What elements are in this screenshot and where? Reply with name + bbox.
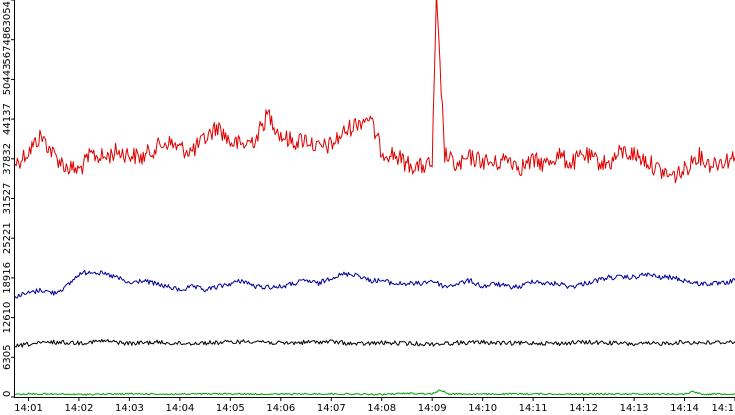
series-line-1 — [14, 0, 735, 184]
y-tick-label: 0 — [2, 391, 13, 397]
x-tick-label: 14:08 — [367, 403, 396, 414]
x-tick-label: 14:12 — [569, 403, 598, 414]
y-tick-label: 5674863054 — [2, 1, 13, 65]
series-line-3 — [14, 338, 735, 348]
x-tick-label: 14:02 — [64, 403, 93, 414]
y-tick-label: 25221 — [2, 222, 13, 254]
y-tick-label: 6305 — [2, 345, 13, 370]
x-tick-label: 14:07 — [317, 403, 346, 414]
x-tick-label: 14:06 — [266, 403, 295, 414]
x-tick-label: 14:05 — [216, 403, 245, 414]
x-tick-label: 14:13 — [620, 403, 649, 414]
y-tick-label: 18916 — [2, 262, 13, 294]
x-tick-label: 14:09 — [418, 403, 447, 414]
x-tick-label: 14:04 — [165, 403, 194, 414]
x-tick-label: 14:10 — [468, 403, 497, 414]
x-tick-label: 14:01 — [14, 403, 43, 414]
x-tick-label: 14:1 — [712, 403, 734, 414]
y-tick-label: 31527 — [2, 183, 13, 215]
x-tick-label: 14:11 — [519, 403, 548, 414]
x-tick-group: 14:01 14:02 14:03 14:04 14:05 14:06 14:07 14:08… — [14, 397, 735, 414]
axes-layer — [14, 0, 735, 398]
y-tick-label: 50443 — [2, 63, 13, 95]
y-tick-label: 12610 — [2, 302, 13, 334]
x-tick-label: 14:03 — [115, 403, 144, 414]
x-tick-label: 14:14 — [670, 403, 699, 414]
series-line-4 — [14, 389, 735, 396]
y-tick-group: 0 6305 12610 18916 25221 31527 37832 44137 50443… — [2, 0, 15, 398]
y-tick-label: 37832 — [2, 143, 13, 175]
series-layer — [14, 0, 735, 396]
y-tick-label: 44137 — [2, 103, 13, 135]
series-line-2 — [14, 269, 735, 299]
